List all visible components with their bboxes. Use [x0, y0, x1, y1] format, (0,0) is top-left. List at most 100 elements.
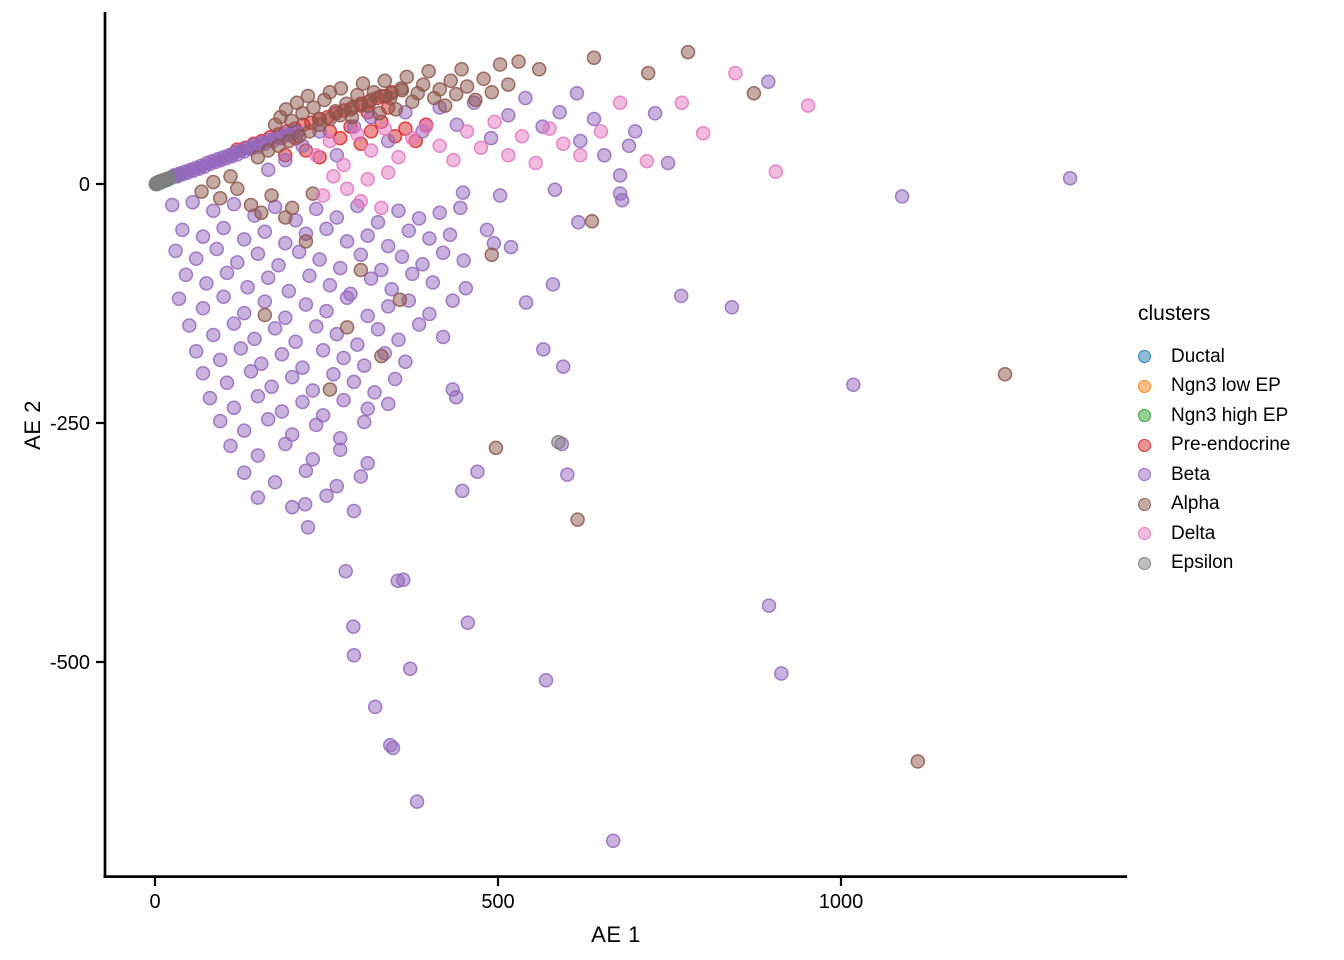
point-beta	[202, 390, 218, 406]
point-beta	[336, 392, 351, 408]
point-delta	[593, 124, 609, 139]
point-beta	[360, 401, 375, 416]
point-beta	[501, 107, 516, 123]
point-alpha	[353, 262, 369, 278]
point-beta	[673, 288, 689, 304]
point-pre-endocrine	[363, 124, 379, 139]
point-alpha	[230, 181, 245, 197]
point-beta	[385, 740, 401, 756]
point-beta	[405, 266, 420, 282]
point-alpha	[997, 366, 1013, 382]
point-delta	[377, 121, 393, 136]
point-beta	[195, 229, 211, 244]
point-beta	[250, 448, 266, 463]
point-beta	[274, 346, 290, 362]
point-alpha	[746, 85, 762, 101]
point-beta	[322, 278, 338, 293]
point-beta	[216, 289, 231, 305]
point-beta	[288, 334, 303, 349]
point-beta	[212, 352, 228, 368]
point-beta	[297, 497, 313, 512]
x-tick-label: 0	[149, 891, 160, 913]
point-beta	[360, 308, 375, 324]
point-beta	[346, 503, 362, 519]
point-beta	[219, 265, 235, 281]
legend: clusters Ductal Ngn3 low EP Ngn3 high EP Pr…	[1138, 302, 1290, 578]
point-alpha	[257, 307, 273, 323]
point-alpha	[394, 81, 409, 96]
point-delta	[336, 157, 351, 173]
point-beta	[188, 251, 204, 266]
point-beta	[442, 227, 458, 242]
point-delta	[768, 164, 784, 179]
point-alpha	[328, 104, 343, 119]
point-beta	[538, 672, 554, 688]
point-beta	[199, 276, 214, 291]
point-beta	[449, 117, 465, 132]
point-beta	[353, 247, 369, 262]
point-beta	[401, 223, 417, 239]
point-beta	[308, 319, 324, 334]
point-delta	[322, 133, 338, 149]
point-delta	[374, 200, 389, 216]
point-beta	[483, 130, 499, 146]
point-beta	[458, 280, 474, 296]
point-alpha	[264, 188, 279, 203]
legend-swatch-icon	[1138, 350, 1151, 364]
point-beta	[448, 389, 464, 405]
point-beta	[605, 833, 621, 849]
point-beta	[305, 452, 321, 467]
point-alpha	[443, 73, 458, 89]
legend-item-label: Beta	[1171, 463, 1211, 485]
legend-swatch-icon	[1138, 527, 1151, 541]
point-beta	[175, 222, 190, 238]
point-delta	[353, 193, 369, 209]
point-beta	[226, 196, 242, 212]
point-beta	[492, 188, 508, 203]
point-alpha	[302, 124, 317, 139]
point-delta	[542, 121, 557, 136]
point-beta	[182, 318, 197, 333]
point-beta	[278, 310, 293, 326]
x-axis-title: AE 1	[591, 922, 641, 947]
point-beta	[260, 411, 276, 427]
point-beta	[647, 106, 663, 121]
point-beta	[281, 283, 297, 299]
point-beta	[338, 563, 353, 579]
legend-swatch-icon	[1138, 497, 1151, 511]
legend-item-delta: Delta	[1138, 519, 1290, 549]
point-beta	[380, 396, 396, 412]
point-alpha	[383, 90, 398, 106]
point-beta	[387, 371, 403, 387]
legend-item-label: Epsilon	[1171, 552, 1234, 574]
point-alpha	[212, 191, 228, 206]
point-beta	[329, 210, 345, 225]
point-beta	[236, 232, 252, 247]
point-beta	[356, 414, 372, 430]
point-beta	[391, 332, 406, 348]
point-delta	[555, 136, 571, 152]
point-beta	[660, 155, 676, 171]
point-beta	[254, 356, 269, 371]
point-beta	[597, 148, 612, 163]
point-alpha	[206, 174, 221, 190]
point-beta	[370, 214, 386, 230]
point-alpha	[437, 98, 453, 113]
point-alpha	[344, 109, 360, 125]
point-beta	[360, 228, 375, 243]
point-delta	[391, 149, 406, 165]
point-epsilon	[551, 434, 566, 450]
point-beta	[422, 231, 437, 246]
legend-swatch-icon	[1138, 409, 1151, 423]
point-beta	[319, 221, 334, 237]
point-alpha	[250, 149, 266, 165]
point-beta	[518, 295, 534, 310]
point-beta	[470, 464, 485, 480]
point-alpha	[333, 81, 349, 96]
point-alpha	[194, 184, 209, 199]
legend-item-label: Alpha	[1171, 493, 1220, 515]
point-beta	[394, 249, 410, 264]
point-alpha	[488, 440, 504, 456]
point-delta	[612, 95, 628, 110]
point-alpha	[511, 54, 526, 69]
